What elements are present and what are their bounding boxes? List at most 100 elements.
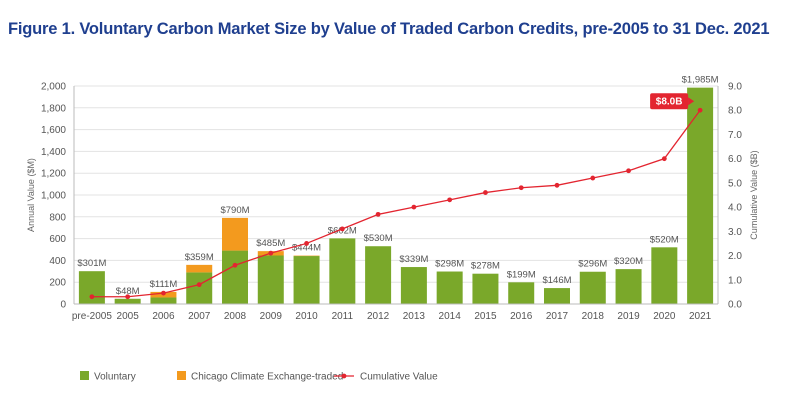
legend-label-chicago: Chicago Climate Exchange-traded bbox=[191, 372, 343, 383]
y-tick-label: 400 bbox=[49, 256, 66, 267]
bar-data-label: $278M bbox=[471, 261, 500, 272]
y-tick-label: 1,000 bbox=[41, 191, 66, 202]
legend-swatch-voluntary bbox=[80, 371, 89, 380]
y-tick-label: 1,600 bbox=[41, 125, 66, 136]
bar-data-label: $790M bbox=[220, 205, 249, 216]
legend-label-voluntary: Voluntary bbox=[94, 372, 136, 383]
y-tick-label: 1,800 bbox=[41, 103, 66, 114]
y2-axis-title: Cumulative Value ($B) bbox=[749, 150, 759, 239]
x-tick-label: pre-2005 bbox=[72, 311, 112, 322]
bar-voluntary bbox=[222, 250, 248, 304]
x-tick-label: 2021 bbox=[689, 311, 712, 322]
bar-voluntary bbox=[400, 267, 427, 304]
cumulative-point bbox=[590, 175, 596, 181]
callout-pointer bbox=[688, 97, 695, 106]
y-tick-label: 600 bbox=[49, 234, 66, 245]
bar-data-label: $1,985M bbox=[682, 75, 719, 86]
cumulative-point bbox=[697, 107, 703, 113]
bar-voluntary bbox=[615, 269, 642, 304]
y2-tick-label: 0.0 bbox=[728, 300, 742, 311]
bar-data-label: $339M bbox=[399, 254, 428, 265]
y2-tick-label: 1.0 bbox=[728, 275, 742, 286]
y-tick-label: 1,200 bbox=[41, 169, 66, 180]
callout-8b: $8.0B bbox=[650, 93, 695, 110]
figure-title: Figure 1. Voluntary Carbon Market Size b… bbox=[8, 20, 770, 38]
bar-voluntary bbox=[293, 256, 320, 304]
callout-box bbox=[650, 93, 689, 110]
cumulative-point bbox=[161, 290, 166, 296]
bar-voluntary bbox=[150, 297, 177, 304]
bar-data-label: $320M bbox=[614, 256, 643, 267]
bar-data-label: $530M bbox=[364, 233, 393, 244]
cumulative-point bbox=[89, 294, 95, 300]
y2-tick-label: 4.0 bbox=[728, 203, 742, 214]
x-tick-label: 2020 bbox=[653, 311, 676, 322]
y2-tick-label: 3.0 bbox=[728, 227, 742, 238]
x-tick-label: 2013 bbox=[403, 311, 426, 322]
cumulative-line bbox=[89, 107, 703, 300]
x-tick-label: 2009 bbox=[260, 311, 283, 322]
cumulative-line-path bbox=[91, 109, 701, 298]
cumulative-point bbox=[447, 197, 453, 203]
bar-data-label: $444M bbox=[292, 243, 321, 254]
y-axis-title: Annual Value ($M) bbox=[26, 158, 36, 232]
x-tick-label: 2019 bbox=[617, 311, 640, 322]
y2-tick-label: 8.0 bbox=[728, 106, 742, 117]
legend: Voluntary Chicago Climate Exchange-traded… bbox=[80, 371, 438, 383]
bar-voluntary bbox=[186, 272, 213, 304]
cumulative-point bbox=[196, 282, 202, 288]
cumulative-point bbox=[483, 190, 488, 195]
x-tick-label: 2014 bbox=[439, 311, 462, 322]
y-tick-label: 2,000 bbox=[41, 82, 66, 93]
bar-voluntary bbox=[257, 255, 284, 304]
bar-data-label: $485M bbox=[256, 238, 285, 249]
x-tick-label: 2015 bbox=[474, 311, 497, 322]
legend-swatch-chicago bbox=[177, 371, 186, 380]
axes: 0 200 400 600 800 1,000 1,200 1,400 1,600 1,800 2,… bbox=[26, 82, 759, 323]
y2-tick-label: 6.0 bbox=[728, 154, 742, 165]
cumulative-point bbox=[268, 250, 274, 256]
bar-voluntary bbox=[472, 273, 499, 304]
cumulative-point bbox=[661, 156, 667, 162]
bar-voluntary bbox=[544, 288, 570, 304]
bar-data-label: $520M bbox=[650, 234, 679, 245]
callout: $8.0B bbox=[650, 93, 695, 110]
y2-tick-label: 2.0 bbox=[728, 251, 742, 262]
bar-chicago bbox=[222, 217, 248, 251]
bar-voluntary bbox=[114, 298, 141, 304]
x-tick-label: 2006 bbox=[152, 311, 175, 322]
bar-data-label: $296M bbox=[578, 259, 607, 270]
bar-data-label: $48M bbox=[116, 286, 140, 297]
y-tick-label: 1,400 bbox=[41, 147, 66, 158]
bar-voluntary bbox=[508, 282, 535, 304]
x-tick-label: 2012 bbox=[367, 311, 390, 322]
cumulative-point bbox=[411, 204, 417, 210]
cumulative-point bbox=[518, 185, 524, 191]
y-tick-label: 200 bbox=[49, 278, 66, 289]
x-tick-label: 2005 bbox=[117, 311, 140, 322]
bar-data-label: $146M bbox=[542, 275, 571, 286]
cumulative-point bbox=[339, 226, 345, 232]
bar-voluntary bbox=[579, 271, 606, 304]
x-tick-label: 2017 bbox=[546, 311, 569, 322]
bar-voluntary bbox=[687, 87, 714, 304]
bar-voluntary bbox=[651, 247, 678, 304]
cumulative-point bbox=[232, 262, 238, 268]
x-tick-label: 2008 bbox=[224, 311, 247, 322]
y2-tick-label: 5.0 bbox=[728, 178, 742, 189]
legend-voluntary: Voluntary bbox=[80, 371, 136, 383]
bar-voluntary bbox=[436, 271, 463, 304]
legend-chicago: Chicago Climate Exchange-traded bbox=[177, 371, 343, 383]
bar-chicago bbox=[186, 264, 213, 273]
legend-cumulative: Cumulative Value bbox=[334, 372, 438, 383]
cumulative-point bbox=[375, 211, 381, 217]
y-tick-label: 800 bbox=[49, 212, 66, 223]
x-tick-label: 2007 bbox=[188, 311, 211, 322]
bar-data-label: $111M bbox=[150, 279, 178, 290]
cumulative-point bbox=[125, 294, 131, 300]
x-tick-label: 2011 bbox=[332, 311, 354, 322]
cumulative-point bbox=[554, 182, 560, 188]
bar-data-label: $359M bbox=[185, 252, 214, 263]
bar-voluntary bbox=[329, 238, 356, 304]
